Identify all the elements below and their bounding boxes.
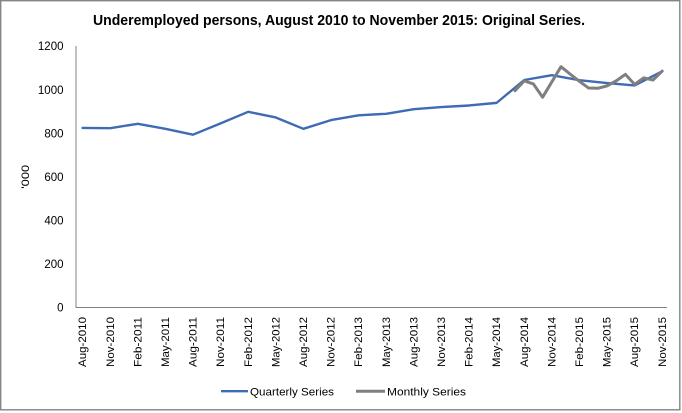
svg-text:Nov-2014: Nov-2014 bbox=[546, 317, 558, 367]
svg-text:May-2013: May-2013 bbox=[381, 317, 393, 367]
svg-text:Feb-2015: Feb-2015 bbox=[574, 317, 586, 367]
svg-text:Nov-2011: Nov-2011 bbox=[215, 317, 227, 367]
svg-text:Feb-2014: Feb-2014 bbox=[464, 317, 476, 367]
svg-text:Aug-2011: Aug-2011 bbox=[188, 317, 200, 367]
svg-text:Feb-2013: Feb-2013 bbox=[353, 317, 365, 367]
svg-text:Aug-2010: Aug-2010 bbox=[77, 317, 89, 367]
svg-text:Aug-2014: Aug-2014 bbox=[519, 317, 531, 367]
svg-text:Aug-2012: Aug-2012 bbox=[298, 317, 310, 367]
svg-text:Monthly Series: Monthly Series bbox=[387, 387, 466, 399]
svg-text:Quarterly Series: Quarterly Series bbox=[250, 387, 334, 399]
svg-text:Aug-2013: Aug-2013 bbox=[408, 317, 420, 367]
svg-text:Nov-2010: Nov-2010 bbox=[105, 317, 117, 367]
svg-text:Nov-2013: Nov-2013 bbox=[436, 317, 448, 367]
svg-text:Nov-2012: Nov-2012 bbox=[326, 317, 338, 367]
svg-text:May-2014: May-2014 bbox=[491, 317, 503, 367]
svg-text:800: 800 bbox=[44, 128, 63, 140]
svg-text:'000: '000 bbox=[20, 165, 32, 189]
svg-text:May-2012: May-2012 bbox=[270, 317, 282, 367]
svg-text:Feb-2012: Feb-2012 bbox=[243, 317, 255, 367]
svg-text:Nov-2015: Nov-2015 bbox=[657, 317, 669, 367]
svg-text:1000: 1000 bbox=[38, 85, 64, 97]
svg-text:May-2015: May-2015 bbox=[602, 317, 614, 367]
svg-text:600: 600 bbox=[44, 172, 63, 184]
svg-text:1200: 1200 bbox=[38, 41, 64, 53]
svg-text:200: 200 bbox=[44, 259, 63, 271]
svg-text:May-2011: May-2011 bbox=[160, 317, 172, 367]
svg-text:400: 400 bbox=[44, 216, 63, 228]
svg-text:Underemployed persons, August: Underemployed persons, August 2010 to No… bbox=[93, 12, 585, 29]
svg-text:Aug-2015: Aug-2015 bbox=[629, 317, 641, 367]
svg-text:Feb-2011: Feb-2011 bbox=[132, 317, 144, 367]
svg-text:0: 0 bbox=[57, 303, 63, 315]
